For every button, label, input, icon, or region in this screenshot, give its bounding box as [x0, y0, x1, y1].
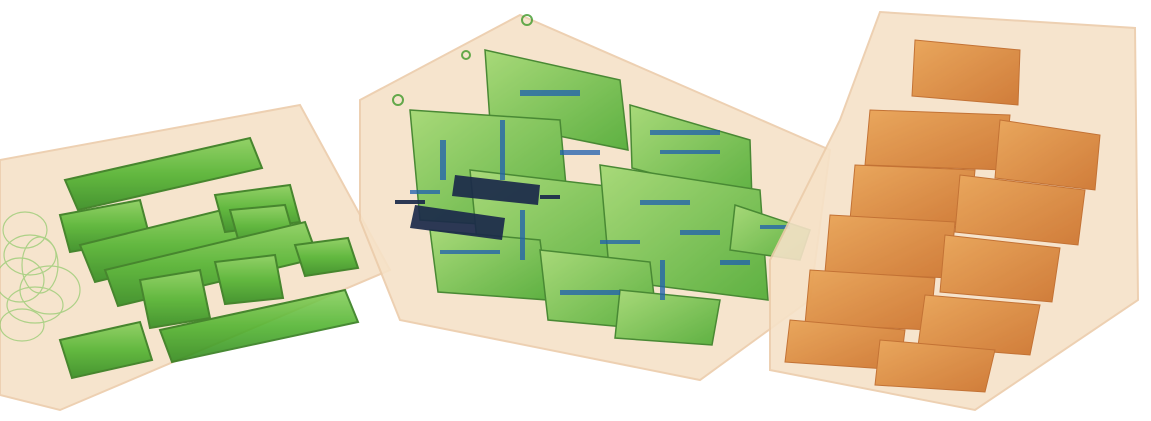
stacked-packages [784, 39, 1101, 393]
coiled-cable [0, 211, 81, 342]
left-tray [0, 103, 392, 412]
tube-items [58, 136, 360, 380]
right-box [769, 10, 1140, 412]
dense-cylinders [395, 175, 560, 240]
small-clips [392, 14, 533, 106]
metal-components [410, 90, 790, 300]
center-box [359, 13, 832, 382]
